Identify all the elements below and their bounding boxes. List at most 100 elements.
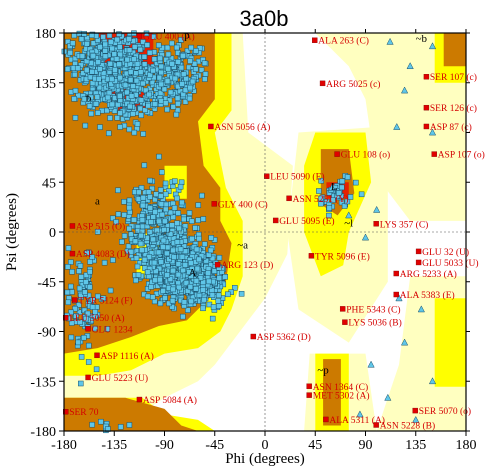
glycine-point <box>345 211 353 219</box>
residue-point <box>146 49 153 56</box>
residue-point <box>131 217 137 223</box>
outlier-point <box>319 80 326 87</box>
residue-point <box>142 87 149 94</box>
residue-point <box>145 189 152 195</box>
residue-point <box>131 129 138 136</box>
outlier-point <box>136 33 143 39</box>
residue-point <box>157 55 163 62</box>
residue-point <box>200 287 206 293</box>
outlier-label: ALA 5383 (E) <box>400 290 455 301</box>
residue-point <box>126 204 133 211</box>
residue-point <box>162 218 168 225</box>
residue-point <box>181 216 187 223</box>
x-tick-label: -45 <box>205 438 224 453</box>
residue-point <box>86 103 93 109</box>
region-letter: p <box>184 30 190 42</box>
residue-point <box>133 255 140 261</box>
residue-point <box>154 227 160 234</box>
residue-point <box>128 93 135 99</box>
residue-point <box>164 106 170 113</box>
residue-point <box>159 169 165 175</box>
glycine-point <box>393 122 401 130</box>
outlier-point <box>211 201 217 207</box>
region-letter: ~b <box>416 33 428 45</box>
residue-point <box>77 319 83 325</box>
glycine-point <box>400 338 409 346</box>
residue-point <box>330 197 336 203</box>
residue-point <box>140 131 146 137</box>
residue-point <box>339 178 346 185</box>
residue-point <box>175 100 181 107</box>
residue-point <box>130 83 136 89</box>
residue-point <box>197 275 204 281</box>
outlier-label: ARG 123 (D) <box>221 260 273 271</box>
outlier-label: ASN 1364 (C) <box>313 382 368 393</box>
residue-point <box>131 56 137 62</box>
residue-point <box>187 283 194 290</box>
residue-point <box>164 44 171 51</box>
residue-point <box>157 276 163 283</box>
residue-point <box>93 101 100 107</box>
residue-point <box>83 279 89 285</box>
residue-point <box>134 263 141 270</box>
residue-point <box>164 250 170 257</box>
residue-point <box>170 267 176 274</box>
residue-point <box>79 53 86 59</box>
outlier-point <box>214 261 221 268</box>
outlier-point <box>312 37 318 43</box>
y-tick-label: -45 <box>37 276 56 291</box>
residue-point <box>140 194 147 201</box>
residue-point <box>157 300 164 307</box>
residue-point <box>98 418 104 425</box>
residue-point <box>127 77 134 83</box>
residue-point <box>84 310 91 317</box>
residue-point <box>180 52 186 59</box>
residue-point <box>195 217 201 223</box>
residue-point <box>199 192 205 199</box>
outlier-label: GLU 108 (o) <box>341 150 391 161</box>
residue-point <box>84 41 90 47</box>
residue-point <box>135 272 142 278</box>
residue-point <box>174 220 180 226</box>
outlier-point <box>69 250 76 257</box>
residue-point <box>139 247 145 253</box>
residue-point <box>116 31 122 37</box>
residue-point <box>179 81 185 87</box>
residue-point <box>125 243 132 250</box>
residue-point <box>75 339 81 346</box>
outlier-point <box>286 195 292 202</box>
residue-point <box>74 65 81 71</box>
outlier-point <box>272 217 279 224</box>
outlier-label: GLU 32 (U) <box>422 247 469 258</box>
residue-point <box>170 104 177 110</box>
residue-point <box>78 292 84 299</box>
y-tick-label: -180 <box>30 425 56 440</box>
residue-point <box>130 110 136 117</box>
x-tick-label: 180 <box>456 438 477 453</box>
residue-point <box>152 209 158 215</box>
x-axis-ticks: -180 -135 -90 -45 0 45 90 135 180 <box>51 29 477 453</box>
residue-point <box>158 193 164 199</box>
residue-point <box>78 62 84 69</box>
x-tick-label: 45 <box>308 438 322 453</box>
residue-point <box>87 268 93 275</box>
residue-point <box>92 325 98 332</box>
residue-point <box>121 212 128 218</box>
residue-point <box>147 177 153 184</box>
residue-point <box>158 201 165 207</box>
residue-point <box>71 96 77 102</box>
residue-point <box>102 48 108 54</box>
residue-point <box>126 126 133 133</box>
residue-point <box>183 280 190 286</box>
residue-point <box>358 191 365 198</box>
residue-point <box>225 291 231 298</box>
residue-point <box>182 87 189 94</box>
outlier-point <box>94 352 100 359</box>
outlier-point <box>71 297 78 303</box>
outlier-label: ALA 263 (C) <box>318 36 369 47</box>
residue-point <box>175 271 182 278</box>
outlier-label: LYS 357 (C) <box>380 219 429 230</box>
residue-point <box>209 292 216 298</box>
residue-point <box>68 259 74 265</box>
residue-point <box>96 76 102 82</box>
